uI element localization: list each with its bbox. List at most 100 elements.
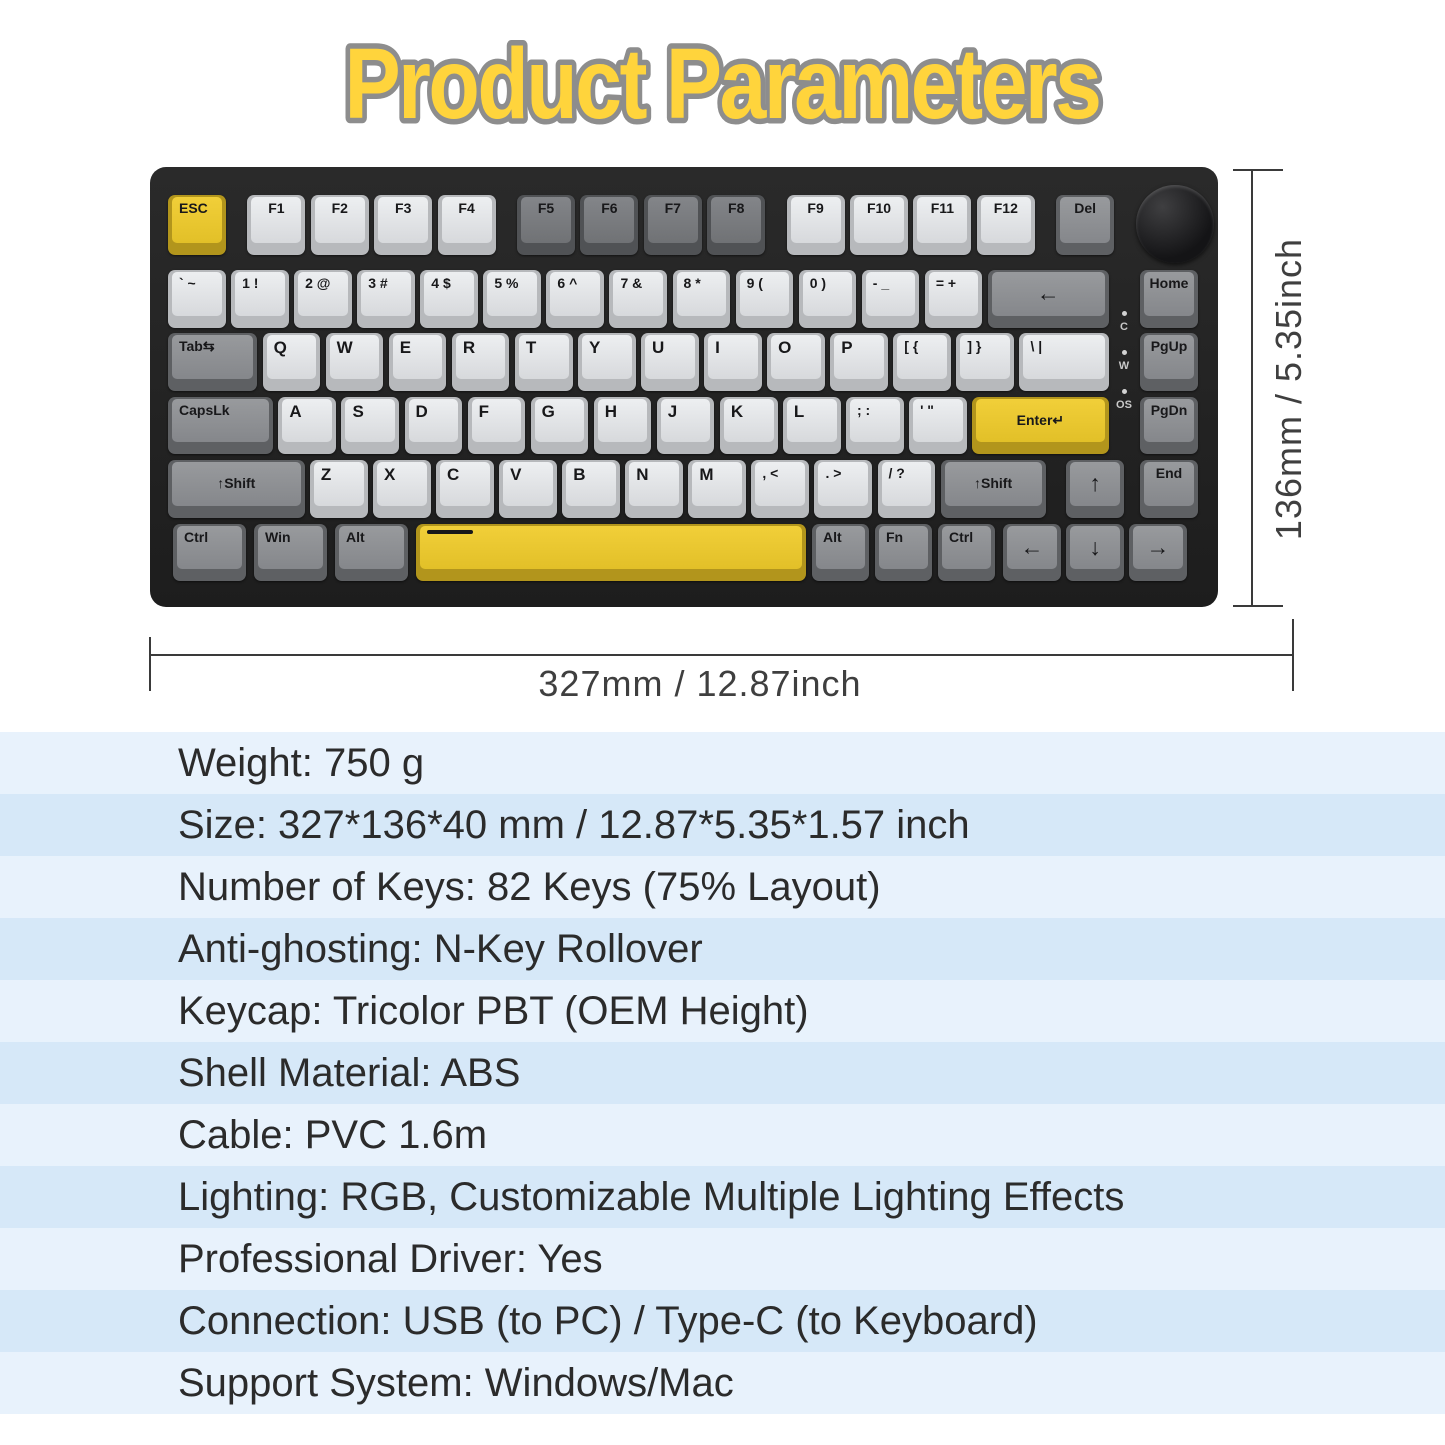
key-label: F8 xyxy=(728,200,745,216)
key-label: Ctrl xyxy=(184,528,209,545)
key-r: R xyxy=(451,333,510,391)
key-left-shift: ↑Shift xyxy=(168,460,305,518)
spec-row: Keycap: Tricolor PBT (OEM Height) xyxy=(0,980,1445,1042)
keycap-face: I xyxy=(708,335,758,379)
key-label: F1 xyxy=(268,200,285,216)
title-banner-svg: Product Parameters xyxy=(339,23,1108,146)
key-label: H xyxy=(604,401,617,421)
height-dimension-line xyxy=(1251,170,1253,607)
key-arrow-left: ← xyxy=(1003,523,1061,582)
key-label: ← xyxy=(1020,533,1044,560)
key-label: PgDn xyxy=(1150,401,1188,418)
key-label: 6 ^ xyxy=(557,275,578,291)
spec-row: Shell Material: ABS xyxy=(0,1042,1445,1104)
indicator-led-label: W xyxy=(1118,360,1130,372)
key-label: Z xyxy=(320,465,332,485)
indicator-led-dot xyxy=(1122,350,1127,355)
keycap-face: U xyxy=(645,335,695,379)
keycap-face: V xyxy=(503,462,553,506)
spec-row: Connection: USB (to PC) / Type-C (to Key… xyxy=(0,1290,1445,1352)
keycap-face: W xyxy=(329,335,380,379)
key-i: I xyxy=(704,333,762,391)
key-label: = + xyxy=(935,275,957,291)
key-label: X xyxy=(383,465,396,485)
spec-row: Anti-ghosting: N-Key Rollover xyxy=(0,918,1445,980)
keycap-face: F12 xyxy=(980,197,1031,243)
key-label: ; : xyxy=(857,401,871,418)
width-dimension-tick-left xyxy=(149,637,151,691)
keycap-face: T xyxy=(518,335,569,379)
keycap-face: ; : xyxy=(850,398,900,443)
key-label: . > xyxy=(825,465,842,482)
keycap-face: C xyxy=(440,462,490,506)
key-t: T xyxy=(514,333,573,391)
keycap-face: N xyxy=(629,462,679,506)
key-label: P xyxy=(841,338,853,358)
key-a: A xyxy=(278,396,337,455)
height-dimension-tick-bottom xyxy=(1233,605,1283,607)
keycap-face: E xyxy=(392,335,443,379)
key-arrow-right: → xyxy=(1129,523,1187,582)
key-f8: F8 xyxy=(707,195,766,255)
keycap-face: 0 ) xyxy=(802,272,853,316)
keycap-face: R xyxy=(455,335,506,379)
key-label: ↓ xyxy=(1089,533,1101,560)
keycap-face: = + xyxy=(928,272,979,316)
keycap-face: CapsLk xyxy=(172,398,269,443)
key-e: E xyxy=(388,333,447,391)
key-label: F7 xyxy=(664,200,681,216)
keycap-face: ↓ xyxy=(1070,525,1120,570)
spec-row: Number of Keys: 82 Keys (75% Layout) xyxy=(0,856,1445,918)
key-h: H xyxy=(593,396,652,455)
key-label: PgUp xyxy=(1150,338,1188,355)
key-glyph: - _ xyxy=(861,270,920,328)
key-f2: F2 xyxy=(310,195,369,255)
key-label: D xyxy=(415,401,428,421)
key-label: ↑Shift xyxy=(974,475,1013,492)
keycap-face: Win xyxy=(258,525,323,570)
key-label: F9 xyxy=(807,200,824,216)
keycap-face: 2 @ xyxy=(298,272,348,316)
key-alt: Alt xyxy=(335,523,408,582)
key-label: 9 ( xyxy=(746,275,763,291)
spacebar-dash xyxy=(427,529,473,534)
key-ctrl: Ctrl xyxy=(938,523,995,582)
key-label: A xyxy=(289,401,302,421)
key-label: 5 % xyxy=(494,275,519,291)
key-v: V xyxy=(499,460,557,518)
key-glyph: ` ~ xyxy=(168,270,226,328)
width-dimension-line xyxy=(150,654,1294,656)
spec-row: Lighting: RGB, Customizable Multiple Lig… xyxy=(0,1166,1445,1228)
key-j: J xyxy=(656,396,715,455)
keycap-face: Q xyxy=(266,335,317,379)
key-label: F12 xyxy=(993,200,1018,216)
key-label: 3 # xyxy=(368,275,388,291)
keycap-face: [ { xyxy=(897,335,947,379)
key-label: F xyxy=(478,401,489,421)
key-glyph: ' " xyxy=(909,396,967,455)
key-label: F4 xyxy=(458,200,475,216)
keycap-face: ↑Shift xyxy=(944,462,1042,506)
key-alt: Alt xyxy=(812,523,869,582)
key-label: 0 ) xyxy=(809,275,827,291)
keyboard: ESC F1 F2 F3 F4 F5 F6 F7 F8 F9 F10 F11 F12 Del ` ~1 ! 2… xyxy=(150,167,1218,607)
key-label: ` ~ xyxy=(179,275,196,291)
keycap-face: ↑Shift xyxy=(172,462,301,506)
key-label: 7 & xyxy=(620,275,643,291)
key-y: Y xyxy=(577,333,636,391)
key-label: B xyxy=(573,465,586,485)
key-enter: Enter↵ xyxy=(972,396,1109,455)
key-label: - _ xyxy=(872,275,890,291)
keycap-face: / ? xyxy=(881,462,932,506)
key-z: Z xyxy=(309,460,368,518)
key-label: R xyxy=(462,338,476,358)
key-f1: F1 xyxy=(247,195,306,255)
volume-knob xyxy=(1136,185,1214,263)
keycap-face: F7 xyxy=(647,197,698,243)
indicator-led-dot xyxy=(1122,311,1127,316)
key-label: G xyxy=(541,401,555,421)
key-f7: F7 xyxy=(643,195,702,255)
key-arrow-up: ↑ xyxy=(1066,460,1124,518)
key-label: I xyxy=(715,338,720,358)
key-o: O xyxy=(767,333,825,391)
